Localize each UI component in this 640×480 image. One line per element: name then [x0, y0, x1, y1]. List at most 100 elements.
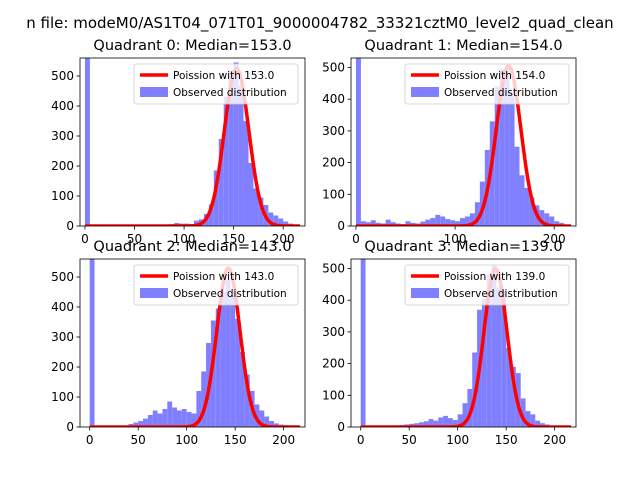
histogram-bar — [143, 418, 148, 427]
poisson-curve — [88, 266, 301, 427]
histogram-bar — [172, 407, 177, 427]
histogram-bar — [418, 422, 424, 427]
x-tick-label: 200 — [272, 433, 295, 447]
histogram-bar — [215, 308, 221, 427]
histogram-bar — [208, 204, 214, 226]
x-tick-label: 0 — [352, 232, 360, 246]
y-tick-label: 400 — [322, 293, 345, 307]
histogram-bar — [258, 197, 264, 226]
x-tick-label: 50 — [131, 433, 146, 447]
legend-bar-label: Observed distribution — [173, 288, 287, 300]
histogram-bar — [489, 121, 495, 226]
histogram-bar — [539, 210, 545, 226]
legend-bar-label: Observed distribution — [444, 288, 558, 300]
histogram-bar — [452, 420, 458, 427]
x-tick-label: 0 — [357, 433, 365, 447]
histogram-bar — [504, 67, 510, 226]
histogram-bar — [525, 411, 531, 427]
histogram-bar — [283, 221, 289, 226]
legend: Poission with 154.0 Observed distribution — [404, 63, 570, 105]
histogram-bar — [186, 412, 192, 427]
histogram-bar — [506, 347, 512, 427]
histogram-bar — [435, 214, 441, 226]
histogram-bar — [240, 352, 245, 427]
y-tick-label: 300 — [51, 129, 74, 143]
legend-line-label: Poission with 154.0 — [444, 70, 545, 82]
histogram-bar — [181, 409, 187, 427]
y-tick-label: 300 — [51, 330, 74, 344]
y-tick-label: 100 — [322, 187, 345, 201]
histogram-bar — [428, 419, 434, 427]
histogram-bar — [365, 222, 371, 226]
x-tick-label: 150 — [224, 433, 247, 447]
legend-box — [404, 63, 570, 105]
y-tick-label: 200 — [322, 357, 345, 371]
histogram-bar — [486, 274, 492, 427]
axes-frame — [350, 258, 577, 428]
histogram-bar — [501, 290, 507, 427]
plot-area — [88, 259, 301, 427]
histogram-bar — [133, 422, 139, 427]
y-tick-label: 0 — [66, 219, 74, 233]
y-tick-label: 200 — [51, 360, 74, 374]
panel-title: Quadrant 1: Median=154.0 — [364, 38, 562, 54]
histogram-bar-zero — [89, 259, 95, 427]
histogram-bar — [520, 398, 526, 427]
y-tick-label: 300 — [322, 325, 345, 339]
histogram-bar — [235, 319, 241, 427]
histogram-bar — [457, 414, 463, 427]
panel-quadrant-3: 0 50 100 150 200 0 100 200 300 400 500 Poission wit… — [322, 239, 577, 447]
legend: Poission with 143.0 Observed distribution — [133, 264, 299, 306]
histogram-bar — [414, 423, 419, 427]
histogram-bar — [243, 121, 249, 226]
histogram-bar — [259, 410, 265, 427]
y-tick-label: 500 — [322, 262, 345, 276]
y-tick-label: 100 — [51, 390, 74, 404]
y-tick-label: 0 — [337, 219, 345, 233]
legend: Poission with 139.0 Observed distribution — [404, 264, 570, 306]
x-tick-label: 0 — [81, 232, 89, 246]
histogram-bar — [138, 421, 144, 427]
legend-bar-swatch — [140, 87, 168, 97]
histogram-bar — [167, 401, 173, 427]
histogram-bar — [201, 371, 207, 427]
histogram-bar — [467, 388, 473, 427]
panel-quadrant-2: 0 50 100 150 200 0 100 200 300 400 500 Poission wit… — [51, 239, 306, 447]
x-tick-label: 50 — [402, 433, 417, 447]
histogram-bar — [450, 220, 456, 226]
histogram-bar — [430, 218, 436, 226]
histogram-bar — [370, 220, 376, 226]
axes-frame — [79, 258, 306, 428]
y-tick-label: 500 — [51, 69, 74, 83]
histogram-bar — [514, 146, 520, 226]
legend-box — [133, 264, 299, 306]
histogram-bar — [519, 175, 525, 226]
histogram-bar — [511, 366, 516, 427]
histogram-bar — [152, 410, 158, 427]
histogram-bar — [264, 416, 270, 427]
histogram-bar — [278, 218, 284, 226]
legend-box — [133, 63, 299, 105]
x-tick-label: 200 — [543, 232, 566, 246]
legend-line-label: Poission with 139.0 — [444, 271, 545, 283]
histogram-bar — [360, 221, 366, 226]
histogram-bar — [462, 403, 468, 427]
legend-bar-swatch — [411, 288, 439, 298]
histogram-bar — [549, 216, 555, 226]
y-tick-label: 400 — [51, 300, 74, 314]
histogram-bar — [196, 391, 202, 427]
panel-quadrant-1: 0 100 200 0 100 200 300 400 500 Poission with 154… — [322, 38, 577, 246]
panel-title: Quadrant 3: Median=139.0 — [364, 239, 562, 255]
histogram-bar — [176, 410, 182, 427]
y-tick-label: 500 — [51, 270, 74, 284]
histogram-bar — [425, 219, 431, 226]
histogram-bar-zero — [355, 58, 361, 226]
histogram-bar — [440, 216, 446, 226]
histogram-bar — [273, 423, 279, 427]
legend-line-label: Poission with 143.0 — [173, 271, 274, 283]
histogram-bar — [210, 320, 216, 427]
legend-box — [404, 264, 570, 306]
histogram-bar — [423, 421, 429, 427]
legend-bar-label: Observed distribution — [444, 87, 558, 99]
histogram-bar — [445, 219, 451, 226]
